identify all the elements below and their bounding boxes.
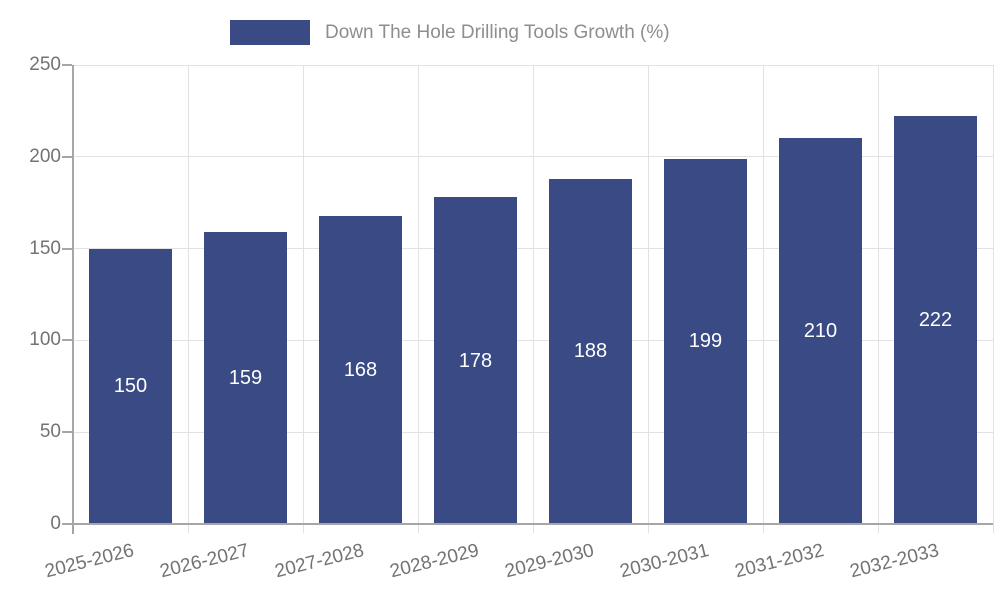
x-tick-label: 2028-2029 — [387, 540, 481, 583]
y-tick-label: 0 — [50, 513, 61, 534]
x-tick-label: 2025-2026 — [42, 540, 136, 583]
x-tick-label: 2030-2031 — [617, 540, 711, 583]
bar-value-label: 210 — [803, 320, 838, 343]
x-tick-label: 2026-2027 — [157, 540, 251, 583]
bar — [549, 178, 632, 524]
x-tick-label: 2027-2028 — [272, 540, 366, 583]
x-axis-line — [73, 523, 993, 525]
x-tick-label: 2029-2030 — [502, 540, 596, 583]
bar — [434, 197, 517, 524]
y-tick-label: 50 — [39, 421, 61, 443]
y-axis-tick — [62, 523, 72, 525]
legend-label: Down The Hole Drilling Tools Growth (%) — [325, 22, 670, 43]
gridline-vertical — [877, 65, 879, 533]
y-axis-tick — [62, 339, 72, 342]
gridline-vertical — [992, 65, 994, 533]
y-axis-tick — [62, 155, 72, 158]
y-axis-tick — [62, 247, 72, 250]
gridline-vertical — [532, 65, 534, 533]
bar-value-label: 188 — [573, 340, 608, 363]
gridline-vertical — [187, 65, 189, 533]
bar-value-label: 199 — [688, 330, 723, 353]
bar — [664, 158, 747, 524]
gridline-vertical — [417, 65, 419, 533]
x-tick-label: 2031-2032 — [732, 540, 826, 583]
chart-legend: Down The Hole Drilling Tools Growth (%) — [230, 20, 670, 45]
y-axis-tick — [62, 431, 72, 434]
bar — [894, 116, 977, 524]
y-tick-label: 150 — [29, 237, 61, 259]
y-tick-label: 250 — [29, 54, 61, 75]
bar-value-label: 222 — [918, 309, 953, 332]
bar — [89, 248, 172, 524]
x-tick-label: 2032-2033 — [847, 540, 941, 583]
y-tick-label: 200 — [29, 145, 61, 167]
gridline-vertical — [302, 65, 304, 533]
legend-swatch — [230, 20, 310, 45]
bar-value-label: 168 — [343, 358, 378, 381]
bar — [204, 232, 287, 524]
bar — [779, 138, 862, 524]
y-axis-line — [72, 65, 74, 534]
gridline-vertical — [647, 65, 649, 533]
bar-value-label: 159 — [228, 367, 263, 390]
y-axis-tick — [62, 64, 72, 66]
y-tick-label: 100 — [29, 329, 61, 351]
bar-value-label: 178 — [458, 349, 493, 372]
bar-value-label: 150 — [113, 375, 148, 398]
gridline-vertical — [762, 65, 764, 533]
bar — [319, 215, 402, 524]
plot-area: 0 50 100 150 200 250 150 159 168 178 188 199 210 222 2… — [29, 54, 994, 582]
